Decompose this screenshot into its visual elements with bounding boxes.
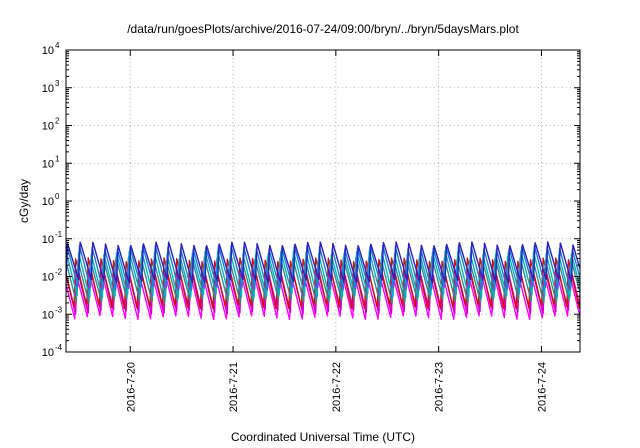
chart-title: /data/run/goesPlots/archive/2016-07-24/0…: [127, 22, 519, 36]
y-tick-label: 10: [42, 309, 54, 321]
y-tick-label: 10: [42, 45, 54, 57]
y-tick-exponent: 4: [55, 41, 60, 50]
data-series-line: [66, 250, 580, 299]
x-tick-label: 2016-7-24: [536, 362, 548, 412]
y-tick-exponent: -1: [55, 230, 63, 239]
y-tick-label: 10: [42, 121, 54, 133]
x-tick-label: 2016-7-22: [331, 362, 343, 412]
y-tick-exponent: -2: [55, 268, 63, 277]
data-series-line: [66, 241, 580, 284]
y-axis-label: cGy/day: [17, 179, 31, 223]
y-tick-label: 10: [42, 196, 54, 208]
y-tick-label: 10: [42, 158, 54, 170]
y-tick-label: 10: [42, 272, 54, 284]
y-tick-exponent: 3: [55, 79, 60, 88]
y-tick-exponent: -4: [55, 343, 63, 352]
x-axis: 2016-7-20 2016-7-21 2016-7-22 2016-7-23 2016…: [125, 50, 548, 412]
x-axis-label: Coordinated Universal Time (UTC): [231, 430, 415, 444]
y-tick-label: 10: [42, 234, 54, 246]
y-tick-label: 10: [42, 347, 54, 359]
x-tick-label: 2016-7-23: [434, 362, 446, 412]
x-tick-label: 2016-7-21: [228, 362, 240, 412]
series-layer: [66, 241, 580, 321]
y-tick-exponent: -3: [55, 305, 63, 314]
y-tick-exponent: 1: [55, 154, 60, 163]
y-tick-label: 10: [42, 83, 54, 95]
x-tick-label: 2016-7-20: [125, 362, 137, 412]
y-tick-exponent: 2: [55, 117, 60, 126]
data-series-line: [66, 244, 580, 291]
y-tick-exponent: 0: [55, 192, 60, 201]
